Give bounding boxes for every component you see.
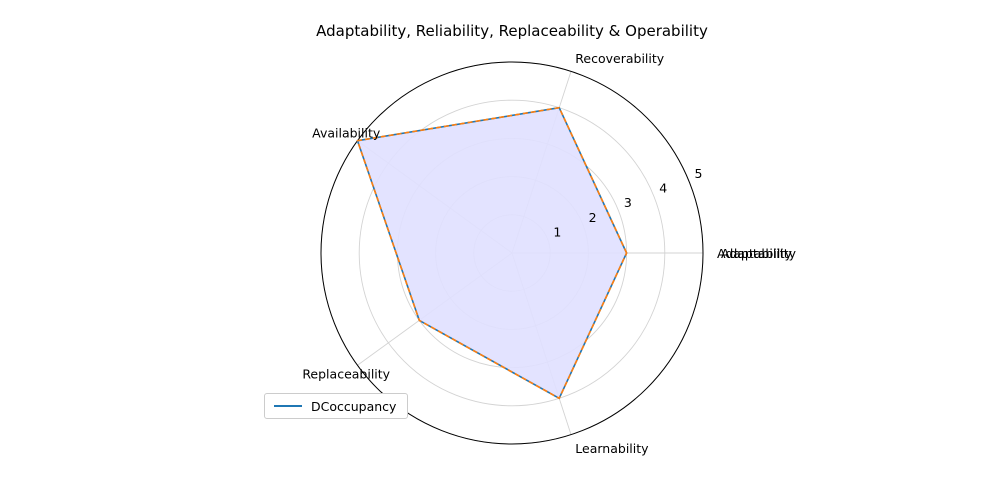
radial-tick-label: 1: [553, 224, 561, 239]
axis-label: Recoverability: [575, 51, 664, 66]
axis-label: Replaceability: [302, 367, 390, 382]
series-line: [356, 106, 628, 400]
axis-label: Adaptability: [717, 246, 793, 261]
axis-label: Learnability: [575, 441, 649, 456]
legend-label: DCoccupancy: [311, 398, 397, 414]
polar-frame: [320, 61, 704, 445]
axis-label: Availability: [312, 126, 381, 141]
legend: DCoccupancy: [264, 393, 408, 419]
axis-label-duplicate: Adaptability: [721, 246, 797, 261]
radial-tick-label: 4: [659, 181, 667, 196]
series-area: [357, 107, 627, 399]
radial-tick-label: 3: [624, 195, 632, 210]
chart-title: Adaptability, Reliability, Replaceabilit…: [316, 22, 708, 40]
label-layer: Adaptability Recoverability Availability Re…: [302, 51, 796, 456]
series-layer: [356, 106, 628, 400]
radial-tick-label: 2: [589, 210, 597, 225]
radial-tick-label: 5: [695, 166, 703, 181]
legend-swatch: [274, 405, 302, 407]
